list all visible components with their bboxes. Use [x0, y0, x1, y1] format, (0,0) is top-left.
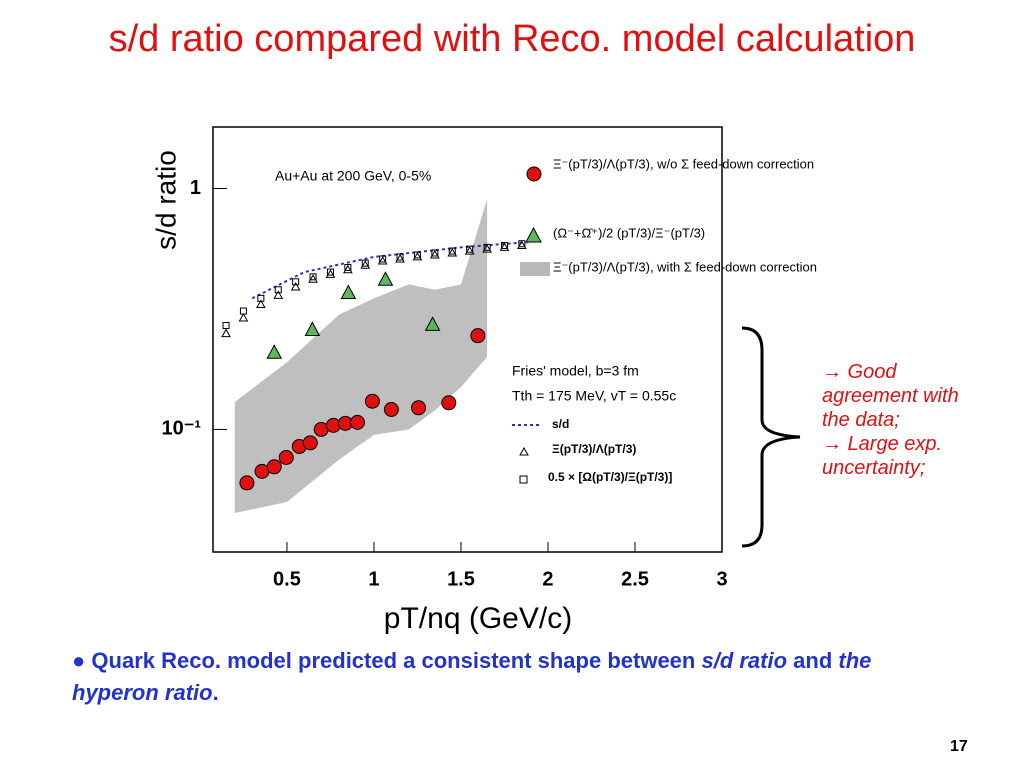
model-point: [499, 242, 510, 251]
model-point: [325, 269, 336, 278]
annotation: Tth = 175 MeV, vT = 0.55c: [512, 388, 676, 404]
y-axis-label: s/d ratio: [150, 150, 181, 250]
data-point: [364, 393, 380, 409]
data-point: [266, 344, 283, 359]
model-point: [290, 282, 301, 291]
model-point: [309, 273, 317, 281]
model-point: [447, 247, 458, 257]
model-point: [395, 253, 405, 263]
model-point: [255, 299, 266, 309]
y-tick-label: 10⁻¹: [162, 418, 202, 440]
legend-marker: [519, 475, 528, 484]
model-point: [431, 249, 439, 257]
y-tick-label: 1: [190, 177, 201, 199]
annotation: Au+Au at 200 GeV, 0-5%: [275, 168, 431, 184]
model-point: [308, 274, 318, 283]
model-point: [343, 264, 353, 274]
bullet-text: s/d ratio: [701, 648, 788, 673]
data-point: [441, 395, 457, 411]
model-point: [274, 286, 282, 294]
note: → Good agreement with the data; → Large …: [822, 360, 982, 480]
data-point: [349, 414, 365, 430]
legend-marker: [526, 166, 542, 182]
model-point: [344, 264, 352, 272]
data-point: [278, 449, 294, 465]
note-line: → Large exp. uncertainty;: [822, 433, 943, 479]
model-point: [221, 328, 231, 338]
data-point: [239, 475, 255, 491]
model-point: [273, 290, 284, 299]
note-line: → Good agreement with the data;: [822, 361, 959, 431]
data-point: [302, 435, 318, 451]
data-point: [383, 402, 399, 418]
model-point: [500, 242, 508, 250]
bullet-dot: ●: [72, 648, 92, 673]
data-point: [304, 321, 321, 336]
model-point: [360, 260, 371, 269]
legend-label: 0.5 × [Ω(pT/3)/Ξ(pT/3)]: [548, 470, 672, 484]
bullet-text: .: [212, 680, 219, 705]
model-point: [361, 259, 369, 267]
x-axis-label: pT/nq (GeV/c): [384, 602, 572, 635]
model-point: [326, 268, 334, 276]
x-tick-label: 1.5: [447, 568, 475, 590]
x-tick-label: 0.5: [273, 568, 301, 590]
legend-label: Ξ⁻(pT/3)/Λ(pT/3), w/o Σ feed-down correc…: [553, 156, 814, 171]
data-point: [411, 400, 427, 416]
model-point: [412, 251, 423, 261]
bullet-text: the hyperon ratio: [72, 648, 872, 705]
model-point: [448, 247, 456, 255]
legend-label: s/d: [552, 417, 569, 431]
band: [234, 199, 488, 514]
x-tick-label: 2: [542, 568, 553, 590]
data-point: [340, 284, 357, 300]
model-point: [466, 245, 474, 253]
page-number: 17: [950, 738, 968, 755]
model-point: [239, 307, 247, 315]
legend-marker: [520, 262, 550, 276]
model-point: [518, 240, 526, 248]
model-point: [413, 251, 421, 259]
model-point: [377, 256, 388, 265]
bullet-text: Quark Reco. model predicted a consistent…: [91, 648, 702, 673]
annotation: Fries' model, b=3 fm: [512, 363, 639, 379]
model-point: [482, 244, 492, 253]
model-point: [517, 240, 527, 250]
x-tick-label: 3: [716, 568, 727, 590]
bullet: ● Quark Reco. model predicted a consiste…: [72, 645, 952, 709]
model-point: [464, 246, 475, 255]
model-point: [396, 253, 404, 261]
x-tick-label: 2.5: [621, 568, 649, 590]
model-point: [483, 243, 491, 251]
model-point: [430, 249, 440, 259]
slide-title: s/d ratio compared with Reco. model calc…: [108, 18, 916, 60]
plot-frame: [212, 126, 723, 553]
legend-label: Ξ⁻(pT/3)/Λ(pT/3), with Σ feed-down corre…: [553, 259, 817, 274]
model-point: [257, 294, 265, 302]
legend-label: (Ω⁻+Ω̄⁺)/2 (pT/3)/Ξ⁻(pT/3): [553, 225, 705, 240]
model-point: [222, 322, 230, 330]
data-point: [377, 271, 394, 286]
data-point: [470, 328, 486, 344]
x-tick-label: 1: [368, 568, 379, 590]
model-point: [292, 278, 300, 286]
legend-marker: [525, 226, 542, 243]
model-point: [379, 255, 387, 263]
legend-marker: [519, 446, 529, 456]
bullet-text: and: [787, 648, 839, 673]
data-point: [424, 316, 441, 331]
data-point: [266, 459, 282, 475]
legend-label: Ξ(pT/3)/Λ(pT/3): [552, 442, 636, 456]
brace: [741, 326, 801, 548]
model-point: [238, 313, 249, 322]
